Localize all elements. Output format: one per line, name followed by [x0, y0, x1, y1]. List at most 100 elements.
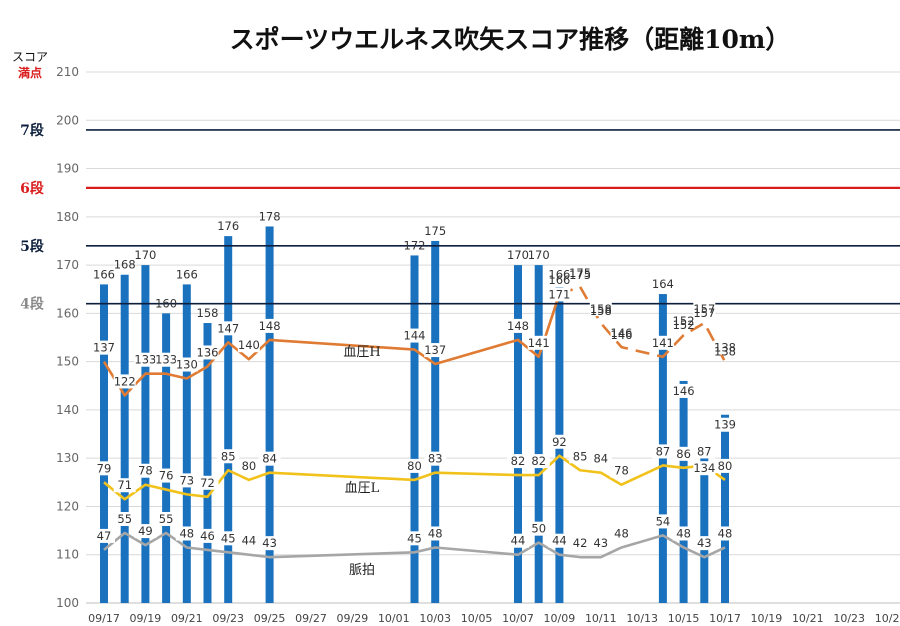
data-label-bg — [714, 458, 736, 473]
x-tick-label: 10/01 — [378, 612, 410, 625]
data-label-bg — [237, 338, 260, 353]
data-label-bg — [155, 352, 178, 367]
data-label-bg — [548, 273, 571, 288]
data-label: 82 — [511, 454, 526, 468]
data-label-bg — [548, 434, 571, 449]
data-label-bg — [113, 478, 136, 493]
data-labels: 1371221331331301361471401481441371481411… — [93, 209, 736, 578]
data-label-bg — [93, 528, 115, 543]
score-bar — [534, 265, 543, 603]
data-label-bg — [569, 449, 592, 464]
score-bar — [700, 458, 709, 603]
data-label: 46 — [200, 529, 215, 543]
y-tick-label: 200 — [56, 113, 79, 127]
data-label: 79 — [97, 461, 112, 475]
rank-label: 5段 — [20, 238, 44, 255]
score-label: 164 — [652, 277, 674, 291]
data-label: 45 — [221, 531, 236, 545]
x-tick-label: 10/19 — [751, 612, 783, 625]
score-label: 152 — [673, 318, 695, 332]
data-label-bg — [134, 524, 157, 539]
data-label: 152 — [673, 314, 695, 328]
series-line-dashed — [558, 285, 727, 363]
data-label-bg — [217, 531, 240, 546]
x-tick-label: 10/21 — [792, 612, 824, 625]
data-label: 47 — [97, 529, 112, 543]
y-tick-label: 100 — [56, 596, 79, 610]
score-label: 170 — [507, 248, 529, 262]
data-label: 80 — [407, 459, 422, 473]
x-tick-label: 09/21 — [171, 612, 203, 625]
series-line — [103, 531, 726, 559]
data-label-bg — [196, 345, 219, 360]
data-label-bg — [507, 454, 529, 469]
data-label: 43 — [262, 536, 277, 550]
score-label: 134 — [693, 461, 715, 475]
score-bar — [721, 414, 729, 603]
data-label-bg — [175, 357, 198, 372]
data-label: 50 — [531, 522, 546, 536]
x-tick-label: 09/29 — [337, 612, 369, 625]
data-label: 84 — [262, 452, 277, 466]
data-label-bg — [693, 302, 716, 317]
data-label-bg — [589, 302, 612, 317]
data-label-bg — [93, 461, 115, 476]
score-label: 170 — [134, 248, 156, 262]
score-label-bg — [693, 461, 716, 476]
data-label: 44 — [242, 534, 257, 548]
x-tick-label: 10/17 — [709, 612, 741, 625]
data-label: 80 — [242, 459, 257, 473]
score-label: 171 — [548, 287, 570, 301]
series-name-label: 血圧H — [343, 345, 380, 360]
data-label: 48 — [718, 526, 733, 540]
score-bar — [679, 380, 688, 603]
data-label: 136 — [197, 345, 219, 359]
data-label-bg — [175, 526, 198, 541]
series-line — [103, 454, 726, 501]
score-bar — [265, 226, 274, 604]
data-label-bg — [403, 531, 426, 546]
data-label-bg — [672, 526, 695, 541]
data-label: 54 — [656, 514, 671, 528]
data-label-bg — [258, 536, 281, 551]
data-label-bg — [134, 352, 157, 367]
rank-label: 4段 — [20, 296, 44, 313]
x-tick-label: 10/07 — [502, 612, 534, 625]
data-label: 44 — [552, 534, 567, 548]
data-label: 45 — [407, 531, 422, 545]
data-label-bg — [672, 446, 695, 461]
data-label: 85 — [573, 449, 588, 463]
y-tick-label: 160 — [56, 306, 79, 320]
x-tick-label: 10/05 — [461, 612, 493, 625]
data-label: 141 — [528, 336, 550, 350]
data-label-bg — [93, 340, 115, 355]
data-label: 72 — [200, 476, 215, 490]
y-tick-label: 120 — [56, 499, 79, 513]
data-label: 137 — [93, 341, 115, 355]
data-label-bg — [527, 454, 550, 469]
data-label: 157 — [693, 302, 715, 316]
data-label-bg — [672, 314, 695, 329]
score-bar — [224, 236, 233, 604]
data-label: 82 — [531, 454, 546, 468]
data-label: 49 — [138, 524, 153, 538]
data-label-bg — [403, 458, 426, 473]
data-label: 175 — [569, 266, 591, 280]
y-tick-label: 150 — [56, 355, 79, 369]
x-tick-label: 10/03 — [419, 612, 451, 625]
data-label-bg — [527, 521, 550, 536]
data-label: 83 — [428, 452, 443, 466]
data-label-bg — [610, 326, 633, 341]
score-label: 138 — [714, 345, 736, 359]
data-label: 80 — [718, 459, 733, 473]
x-tick-label: 10/11 — [585, 612, 617, 625]
score-bar — [182, 284, 191, 603]
data-label: 71 — [117, 478, 132, 492]
data-label-bg — [507, 318, 529, 333]
rank-lines: 7段 6段 5段 4段 — [20, 122, 900, 313]
score-label: 176 — [217, 219, 239, 233]
data-label: 87 — [697, 444, 712, 458]
data-label-bg — [610, 463, 633, 478]
y-tick-label: 170 — [56, 258, 79, 272]
